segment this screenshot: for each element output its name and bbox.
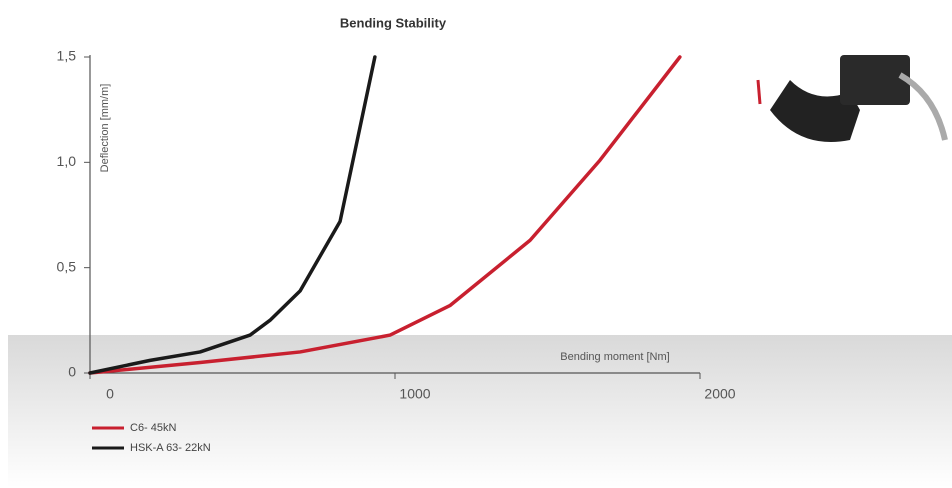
line-series bbox=[90, 57, 375, 373]
legend-label: HSK-A 63- 22kN bbox=[130, 442, 211, 454]
y-tick-label: 0,5 bbox=[57, 258, 77, 274]
y-tick-label: 0 bbox=[68, 364, 76, 380]
chart: Bending Stability Deflection [mm/m] Bend… bbox=[0, 0, 952, 488]
background-band bbox=[8, 335, 952, 488]
y-tick-label: 1,0 bbox=[57, 153, 77, 169]
product-image bbox=[758, 55, 945, 142]
x-tick-label: 2000 bbox=[704, 386, 735, 402]
x-tick-label: 0 bbox=[106, 386, 114, 402]
x-tick-label: 1000 bbox=[399, 386, 430, 402]
legend-label: C6- 45kN bbox=[130, 422, 177, 434]
y-tick-label: 1,5 bbox=[57, 48, 77, 64]
chart-title: Bending Stability bbox=[340, 15, 447, 30]
y-axis-label: Deflection [mm/m] bbox=[99, 84, 111, 173]
line-series bbox=[90, 57, 680, 373]
x-axis-label: Bending moment [Nm] bbox=[560, 351, 669, 363]
